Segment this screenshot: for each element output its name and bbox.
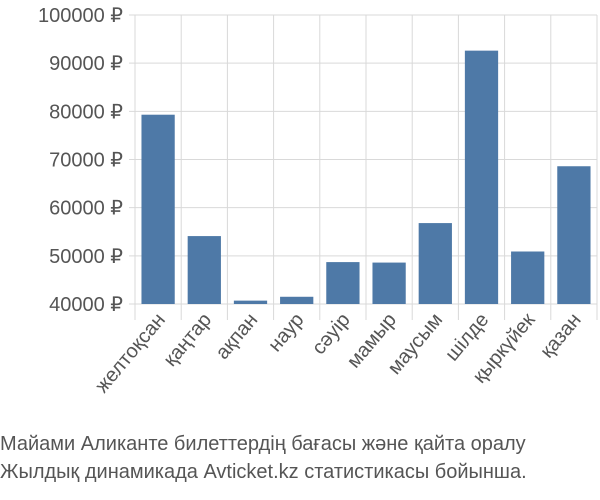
bar-3 <box>280 296 314 304</box>
bar-6 <box>418 223 452 304</box>
x-tick-label: қаңтар <box>159 309 216 371</box>
x-tick-label: қазан <box>536 309 586 362</box>
y-tick-label: 70000 ₽ <box>49 150 123 172</box>
chart-caption-line-2: Жылдық динамикада Avticket.kz статистика… <box>0 461 527 483</box>
bar-chart: 40000 ₽ 50000 ₽ 60000 ₽ 70000 ₽ 80000 ₽ 90000… <box>38 5 598 397</box>
bar-0 <box>141 114 175 304</box>
bar-1 <box>187 236 221 304</box>
bar-2 <box>233 300 268 304</box>
y-tick-label: 60000 ₽ <box>49 198 123 220</box>
y-tick-label: 50000 ₽ <box>49 246 123 268</box>
y-axis-ticks: 40000 ₽ 50000 ₽ 60000 ₽ 70000 ₽ 80000 ₽ 90000… <box>38 5 123 316</box>
y-tick-label: 40000 ₽ <box>49 294 123 316</box>
bar-5 <box>372 262 406 304</box>
x-tick-label: желтоқсан <box>91 309 170 397</box>
bar-9 <box>557 166 591 304</box>
y-tick-label: 80000 ₽ <box>49 101 123 123</box>
y-tick-label: 90000 ₽ <box>49 53 123 75</box>
bar-4 <box>326 262 360 304</box>
x-tick-label: наур <box>264 309 308 356</box>
y-tick-label: 100000 ₽ <box>38 5 123 27</box>
bar-8 <box>511 251 545 304</box>
x-tick-label: ақпан <box>211 309 262 364</box>
grid-lines <box>129 14 598 320</box>
chart-caption-line-1: Майами Аликанте билеттердің бағасы және … <box>0 433 526 455</box>
bar-7 <box>464 50 499 304</box>
bars <box>141 50 591 304</box>
